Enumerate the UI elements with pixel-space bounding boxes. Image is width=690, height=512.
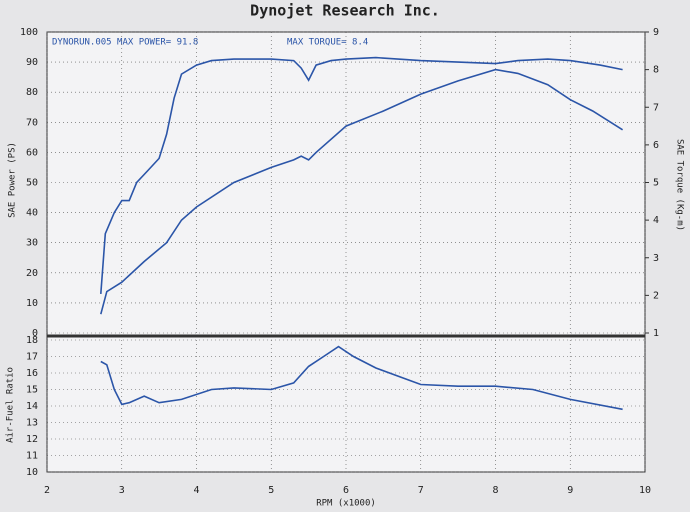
y2-axis-label: SAE Torque (Kg-m) — [675, 139, 685, 231]
y-axis-label: SAE Power (PS) — [8, 142, 18, 218]
y-tick-label: 60 — [26, 147, 38, 158]
y-tick-label: 50 — [26, 178, 38, 189]
y-tick-label: 0 — [32, 328, 38, 339]
y2-tick-label: 7 — [653, 102, 659, 113]
x-tick-label: 3 — [119, 485, 125, 496]
data-line — [100, 345, 623, 411]
y2-tick-label: 5 — [653, 178, 659, 189]
y-tick-label: 16 — [26, 368, 38, 379]
y2-tick-label: 8 — [653, 65, 659, 76]
y2-tick-label: 2 — [653, 290, 659, 301]
y2-tick-label: 6 — [653, 140, 659, 151]
x-tick-label: 9 — [567, 485, 573, 496]
y2-tick-label: 3 — [653, 253, 659, 264]
x-tick-label: 8 — [492, 485, 498, 496]
x-tick-label: 6 — [343, 485, 349, 496]
y-tick-label: 11 — [26, 451, 38, 462]
y2-tick-label: 1 — [653, 328, 659, 339]
y-tick-label: 18 — [26, 335, 38, 346]
y-tick-label: 15 — [26, 385, 38, 396]
y-tick-label: 90 — [26, 57, 38, 68]
annotation: DYNORUN.005 MAX POWER= 91.8 — [52, 38, 198, 48]
annotation: MAX TORQUE= 8.4 — [287, 38, 368, 48]
y-tick-label: 17 — [26, 352, 38, 363]
x-tick-label: 2 — [44, 485, 50, 496]
x-tick-label: 4 — [193, 485, 199, 496]
data-line — [100, 56, 623, 294]
y-axis-label: Air-Fuel Ratio — [6, 367, 16, 443]
y-tick-label: 100 — [20, 27, 38, 38]
y-tick-label: 40 — [26, 208, 38, 219]
x-axis-label: RPM (x1000) — [316, 499, 376, 509]
chart-title: Dynojet Research Inc. — [250, 2, 440, 20]
y-tick-label: 30 — [26, 238, 38, 249]
data-line — [100, 68, 624, 315]
x-tick-label: 7 — [418, 485, 424, 496]
y2-tick-label: 9 — [653, 27, 659, 38]
y-tick-label: 14 — [26, 401, 38, 412]
y-tick-label: 12 — [26, 434, 38, 445]
y-tick-label: 80 — [26, 87, 38, 98]
y-tick-label: 70 — [26, 117, 38, 128]
y2-tick-label: 4 — [653, 215, 659, 226]
y-tick-label: 10 — [26, 467, 38, 478]
y-tick-label: 20 — [26, 268, 38, 279]
x-tick-label: 10 — [639, 485, 651, 496]
y-tick-label: 13 — [26, 418, 38, 429]
x-tick-label: 5 — [268, 485, 274, 496]
y-tick-label: 10 — [26, 298, 38, 309]
